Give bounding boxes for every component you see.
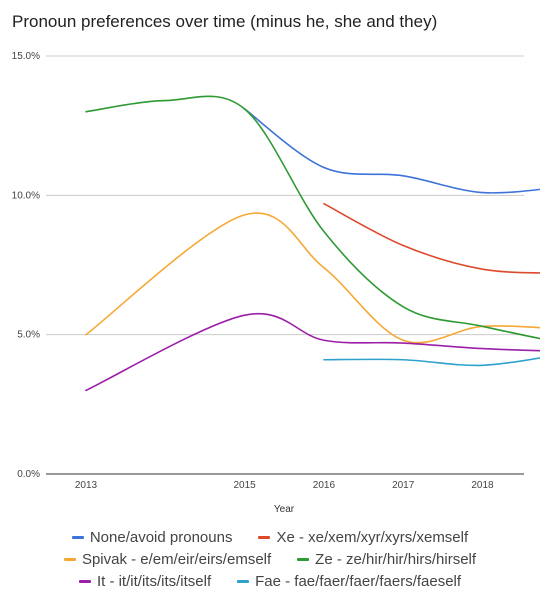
- legend-label: None/avoid pronouns: [89, 528, 233, 546]
- y-tick-label: 10.0%: [12, 190, 40, 201]
- x-axis-label: Year: [274, 504, 295, 515]
- series-line-ze: [85, 95, 540, 340]
- y-tick-label: 5.0%: [17, 330, 40, 341]
- legend-swatch: [237, 579, 250, 583]
- legend-label: Xe - xe/xem/xyr/xyrs/xemself: [276, 528, 469, 546]
- grid-lines: [46, 55, 524, 475]
- x-tick-label: 2018: [471, 480, 494, 491]
- y-tick-label: 15.0%: [12, 51, 40, 62]
- legend: None/avoid pronouns Xe - xe/xem/xyr/xyrs…: [0, 526, 540, 592]
- x-tick-label: 2013: [75, 480, 98, 491]
- legend-item-none[interactable]: None/avoid pronouns: [71, 528, 233, 546]
- y-axis-ticks: 0.0% 5.0% 10.0% 15.0%: [12, 51, 40, 480]
- series-lines: [85, 95, 540, 392]
- legend-swatch: [63, 557, 76, 561]
- x-tick-label: 2015: [233, 480, 256, 491]
- line-chart: 0.0%5.0%10.0%15.0% 201320152016201720182…: [12, 51, 540, 515]
- legend-label: Ze - ze/hir/hir/hirs/hirself: [315, 550, 477, 568]
- y-tick-label: 0.0%: [17, 469, 40, 480]
- legend-swatch: [258, 535, 271, 539]
- series-line-none: [243, 108, 540, 194]
- legend-label: Spivak - e/em/eir/eirs/emself: [81, 550, 272, 568]
- x-tick-label: 2016: [313, 480, 336, 491]
- legend-item-it[interactable]: It - it/it/its/its/itself: [78, 572, 212, 590]
- chart-title: Pronoun preferences over time (minus he,…: [12, 12, 438, 31]
- series-line-fae: [323, 357, 540, 367]
- legend-item-fae[interactable]: Fae - fae/faer/faer/faers/faeself: [237, 573, 461, 590]
- legend-row: Spivak - e/em/eir/eirs/emself Ze - ze/hi…: [0, 548, 540, 570]
- legend-row: None/avoid pronouns Xe - xe/xem/xyr/xyrs…: [0, 526, 540, 548]
- legend-item-ze[interactable]: Ze - ze/hir/hir/hirs/hirself: [297, 551, 476, 568]
- legend-label: It - it/it/its/its/itself: [96, 572, 212, 590]
- legend-label: Fae - fae/faer/faer/faers/faeself: [255, 572, 462, 590]
- series-line-spivak: [85, 212, 540, 344]
- legend-item-spivak[interactable]: Spivak - e/em/eir/eirs/emself: [63, 550, 272, 568]
- legend-swatch: [71, 535, 84, 539]
- legend-row: It - it/it/its/its/itself Fae - fae/faer…: [0, 570, 540, 592]
- x-axis-ticks: 201320152016201720182019: [75, 480, 494, 491]
- x-tick-label: 2017: [392, 480, 415, 491]
- series-line-xe: [323, 202, 540, 274]
- legend-swatch: [297, 557, 310, 561]
- series-line-it: [85, 312, 540, 392]
- legend-item-xe[interactable]: Xe - xe/xem/xyr/xyrs/xemself: [258, 529, 468, 546]
- legend-swatch: [78, 579, 91, 583]
